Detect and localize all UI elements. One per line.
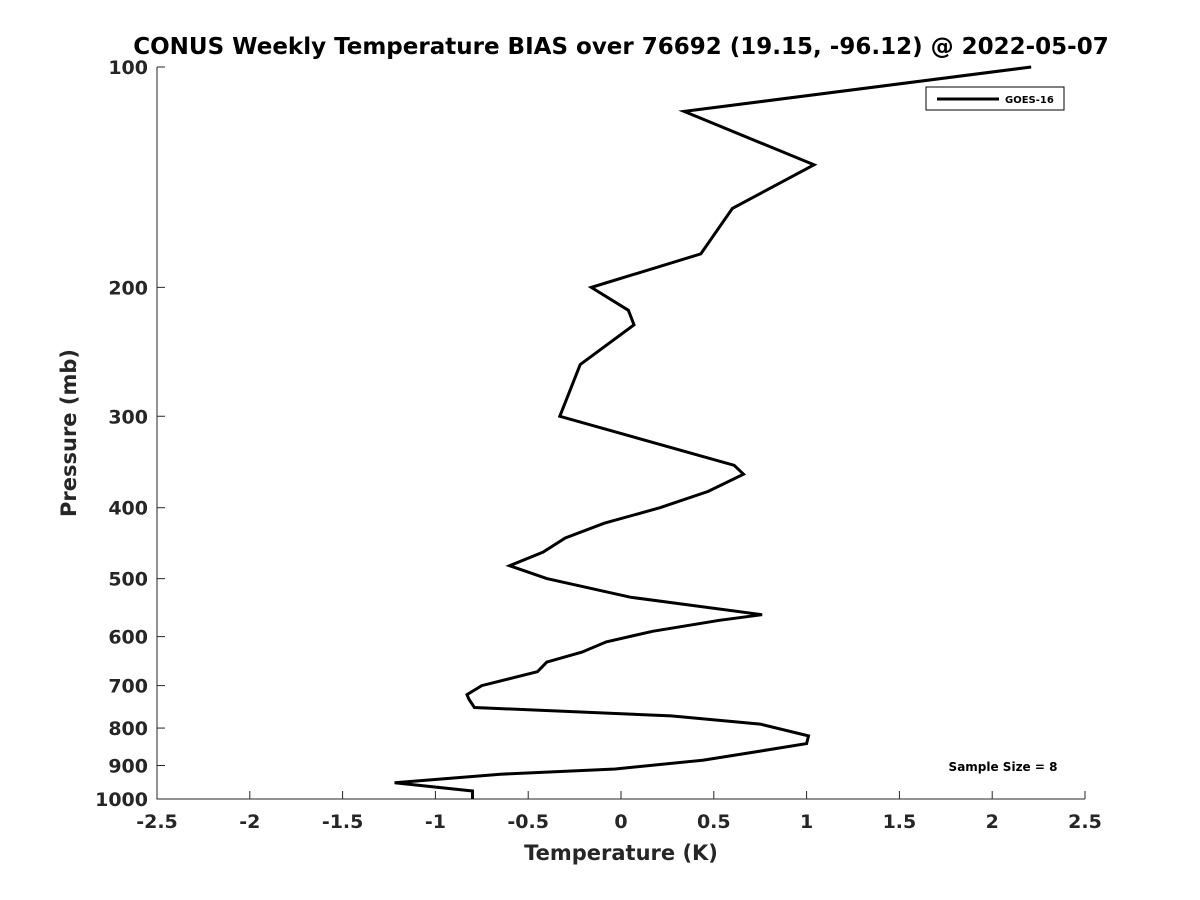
x-tick-label: -1 bbox=[425, 811, 446, 833]
x-axis: -2.5 -2 -1.5 -1 -0.5 0 0.5 1 1.5 2 2.5 bbox=[136, 791, 1102, 833]
x-tick-label: 1.5 bbox=[883, 811, 917, 833]
y-tick-label: 400 bbox=[108, 498, 148, 520]
y-tick-label: 1000 bbox=[95, 789, 148, 811]
chart-title: CONUS Weekly Temperature BIAS over 76692… bbox=[133, 34, 1108, 60]
x-tick-label: -2 bbox=[239, 811, 260, 833]
legend-label-goes-16: GOES-16 bbox=[1005, 95, 1054, 106]
y-axis-label: Pressure (mb) bbox=[57, 349, 81, 517]
y-tick-label: 300 bbox=[108, 406, 148, 428]
y-tick-label: 800 bbox=[108, 718, 148, 740]
x-axis-label: Temperature (K) bbox=[524, 841, 718, 865]
x-tick-label: 1 bbox=[800, 811, 813, 833]
y-tick-label: 600 bbox=[108, 627, 148, 649]
x-tick-label: -0.5 bbox=[507, 811, 549, 833]
x-tick-label: 2.5 bbox=[1068, 811, 1102, 833]
y-tick-label: 500 bbox=[108, 569, 148, 591]
series-line-goes-16 bbox=[394, 65, 1032, 799]
x-tick-label: 0 bbox=[614, 811, 627, 833]
x-tick-label: -2.5 bbox=[136, 811, 178, 833]
y-axis: 100 200 300 400 500 600 700 800 900 1000 bbox=[95, 57, 165, 811]
plot-area: -2.5 -2 -1.5 -1 -0.5 0 0.5 1 1.5 2 2.5 100 200 300 40… bbox=[95, 57, 1102, 833]
legend: GOES-16 bbox=[925, 86, 1065, 111]
x-tick-label: 0.5 bbox=[697, 811, 731, 833]
y-tick-label: 200 bbox=[108, 277, 148, 299]
series-layer bbox=[394, 65, 1032, 799]
x-tick-label: -1.5 bbox=[322, 811, 364, 833]
sample-size-annotation: Sample Size = 8 bbox=[949, 760, 1058, 774]
y-tick-label: 900 bbox=[108, 756, 148, 778]
y-tick-label: 100 bbox=[108, 57, 148, 79]
x-tick-label: 2 bbox=[986, 811, 999, 833]
y-tick-label: 700 bbox=[108, 676, 148, 698]
